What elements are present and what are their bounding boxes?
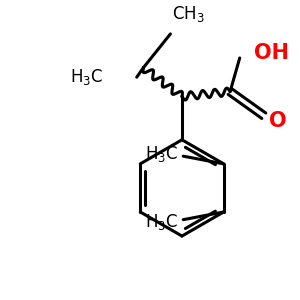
- Text: H$_3$C: H$_3$C: [145, 212, 178, 232]
- Text: OH: OH: [254, 43, 289, 63]
- Text: H$_3$C: H$_3$C: [145, 144, 178, 164]
- Text: H$_3$C: H$_3$C: [70, 67, 103, 87]
- Text: O: O: [268, 110, 286, 130]
- Text: CH$_3$: CH$_3$: [172, 4, 205, 24]
